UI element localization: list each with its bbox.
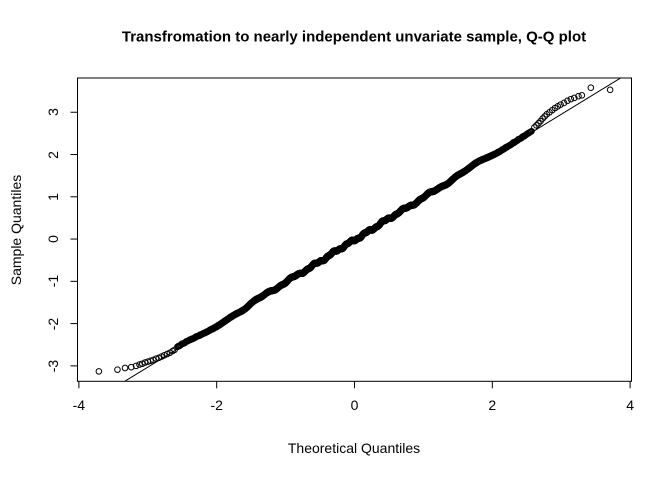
x-tick-label: -2 bbox=[210, 397, 223, 413]
y-tick-label: 3 bbox=[45, 108, 61, 117]
chart-title: Transfromation to nearly independent unv… bbox=[121, 28, 587, 46]
x-tick-label: -4 bbox=[72, 397, 86, 413]
x-tick-label: 2 bbox=[488, 397, 497, 413]
y-tick-label: -2 bbox=[45, 317, 61, 330]
y-tick-label: 1 bbox=[45, 192, 61, 201]
y-axis-label: Sample Quantiles bbox=[8, 174, 24, 286]
y-tick-label: -1 bbox=[45, 275, 61, 288]
x-axis-label: Theoretical Quantiles bbox=[287, 440, 421, 456]
x-tick-label: 4 bbox=[626, 397, 635, 413]
y-tick-label: 2 bbox=[45, 150, 61, 159]
y-tick-label: -3 bbox=[45, 359, 61, 373]
y-tick-label: 0 bbox=[45, 235, 61, 243]
x-tick-label: 0 bbox=[350, 397, 359, 413]
